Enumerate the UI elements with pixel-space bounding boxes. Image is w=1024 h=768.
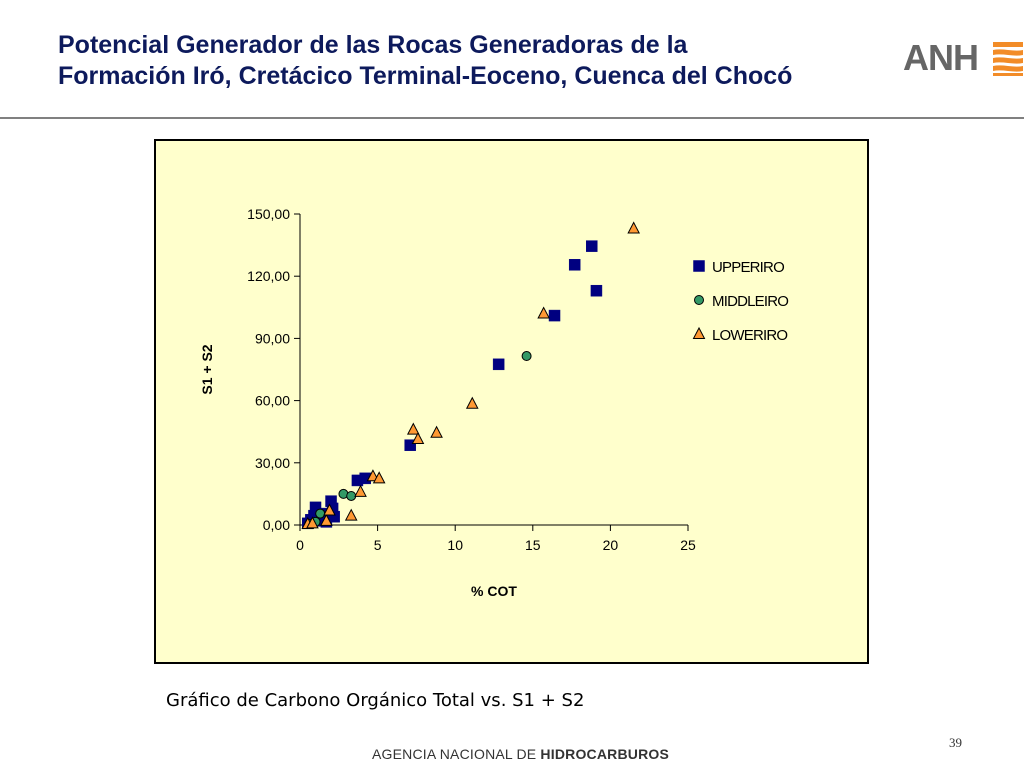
y-tick-label: 30,00 [255,455,290,471]
x-axis-title: % COT [471,583,517,599]
legend-marker-middleiro [694,295,704,305]
data-point-loweriro [354,484,367,497]
legend-marker-loweriro [692,326,706,339]
y-tick-label: 150,00 [247,206,290,222]
data-point-loweriro [344,508,358,521]
x-tick-label: 15 [525,537,541,553]
x-tick-label: 10 [447,537,463,553]
chart-caption: Gráfico de Carbono Orgánico Total vs. S1… [166,690,585,711]
slide-title: Potencial Generador de las Rocas Generad… [58,30,918,92]
title-divider [0,117,1024,119]
y-axis-title: S1 + S2 [199,344,215,394]
page-number: 39 [949,735,962,750]
footer-agency-bold: HIDROCARBUROS [540,746,670,762]
anh-logo-text: ANH [903,37,979,78]
legend-label-middleiro: MIDDLEIRO [712,293,788,310]
data-point-upperiro [586,240,598,252]
data-point-loweriro [406,422,420,435]
data-point-upperiro [492,358,505,371]
data-point-loweriro [323,503,336,516]
data-point-upperiro [590,284,603,297]
data-point-loweriro [372,471,386,484]
anh-logo: ANH [903,38,1024,78]
data-point-upperiro [328,510,340,523]
data-point-loweriro [411,431,425,444]
x-tick-label: 5 [374,537,382,553]
data-point-loweriro [465,396,479,409]
chart-axes: 0,00 30,00 60,00 90,00 120,00 150,00 0 5 10 15 20 2… [199,206,696,599]
chart-legend: UPPERIRO MIDDLEIRO LOWERIRO [692,259,789,344]
footer-agency-name: AGENCIA NACIONAL DE HIDROCARBUROS [372,746,669,762]
cot-vs-s1s2-scatter-chart: 0,00 30,00 60,00 90,00 120,00 150,00 0 5 10 15 20 2… [199,206,789,599]
slide-title-line-2: Formación Iró, Cretácico Terminal-Eoceno… [58,62,793,90]
anh-logo-stripes-icon [993,42,1023,76]
data-point-upperiro [404,439,416,451]
y-tick-label: 90,00 [255,330,290,346]
footer-agency-regular: AGENCIA NACIONAL DE [372,746,541,762]
x-tick-label: 25 [680,537,696,553]
data-point-middleiro [346,490,357,501]
data-point-upperiro [548,309,561,322]
data-point-loweriro [627,221,641,234]
chart-frame: 0,00 30,00 60,00 90,00 120,00 150,00 0 5 10 15 20 2… [154,139,869,664]
data-point-upperiro [568,259,581,271]
legend-label-loweriro: LOWERIRO [712,327,787,344]
legend-label-upperiro: UPPERIRO [712,259,784,276]
y-tick-label: 0,00 [263,517,290,533]
data-point-loweriro [430,425,443,438]
legend-marker-upperiro [693,260,705,272]
slide-title-line-1: Potencial Generador de las Rocas Generad… [58,31,688,59]
y-tick-label: 60,00 [255,393,290,409]
data-point-loweriro [320,513,333,526]
x-tick-label: 0 [296,537,304,553]
x-tick-label: 20 [603,537,619,553]
data-point-middleiro [521,351,532,362]
data-point-loweriro [306,516,319,529]
data-point-middleiro [315,508,326,519]
chart-marks [301,221,641,530]
data-point-loweriro [537,306,550,319]
y-tick-label: 120,00 [247,268,290,284]
